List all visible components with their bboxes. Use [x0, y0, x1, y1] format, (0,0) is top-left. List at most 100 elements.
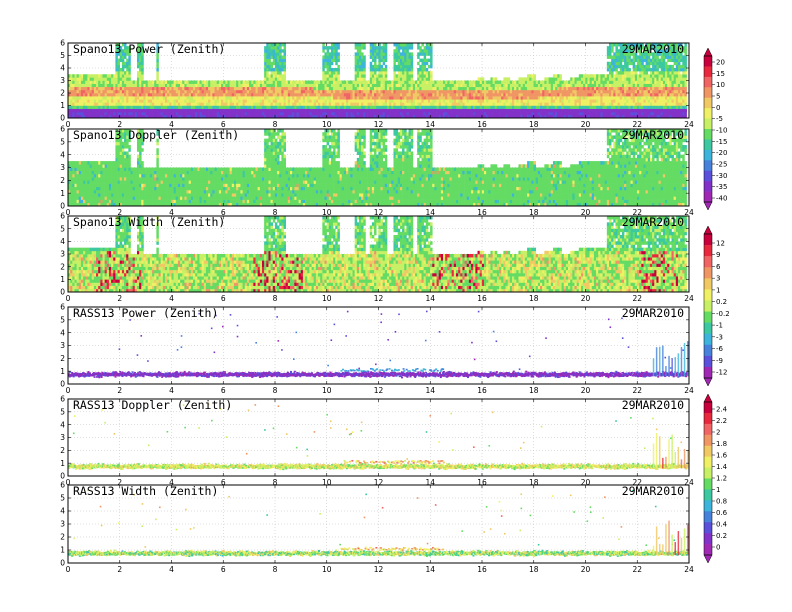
colorbar-min-arrow [704, 555, 712, 563]
data-cell [72, 102, 74, 105]
data-cell [417, 87, 419, 90]
data-cell [81, 87, 83, 90]
data-cell [251, 93, 253, 96]
data-cell [618, 93, 620, 96]
data-cell [296, 87, 298, 90]
data-cell [540, 93, 542, 96]
data-cell [439, 102, 441, 105]
data-cell [557, 99, 559, 102]
data-cell [215, 99, 217, 102]
data-cell [148, 90, 150, 93]
data-cell [637, 81, 639, 84]
data-cell [665, 99, 667, 102]
data-cell [611, 93, 613, 96]
data-cell [312, 90, 314, 93]
data-cell [180, 90, 182, 93]
data-cell [159, 84, 161, 87]
data-cell [357, 49, 359, 52]
data-cell [94, 184, 96, 188]
data-cell [417, 93, 419, 96]
data-cell [174, 99, 176, 102]
data-cell [568, 93, 570, 96]
data-cell [87, 90, 89, 93]
data-cell [434, 106, 436, 109]
data-cell [331, 87, 333, 90]
data-cell [98, 84, 100, 87]
data-cell [404, 81, 406, 84]
data-cell [652, 56, 654, 59]
data-cell [555, 106, 557, 109]
data-cell [411, 74, 413, 77]
data-cell [402, 93, 404, 96]
data-cell [400, 52, 402, 55]
data-cell [355, 74, 357, 77]
data-cell [404, 77, 406, 80]
data-cell [402, 43, 404, 46]
data-cell [378, 68, 380, 71]
data-cell [486, 84, 488, 87]
data-cell [581, 93, 583, 96]
data-cell [363, 59, 365, 62]
data-cell [583, 102, 585, 105]
data-cell [639, 106, 641, 109]
data-cell [551, 77, 553, 80]
data-cell [646, 77, 648, 80]
data-cell [641, 77, 643, 80]
data-cell [357, 43, 359, 46]
data-cell [613, 52, 615, 55]
data-cell [398, 81, 400, 84]
data-cell [327, 68, 329, 71]
data-cell [161, 96, 163, 99]
data-cell [518, 90, 520, 93]
data-cell [199, 106, 201, 109]
data-cell [613, 99, 615, 102]
data-cell [615, 52, 617, 55]
data-cell [77, 196, 79, 200]
data-cell [402, 71, 404, 74]
data-cell [646, 65, 648, 68]
data-cell [676, 62, 678, 65]
data-cell [486, 99, 488, 102]
data-cell [154, 87, 156, 90]
data-cell [663, 87, 665, 90]
data-cell [292, 96, 294, 99]
data-cell [202, 96, 204, 99]
data-cell [607, 106, 609, 109]
data-cell [374, 56, 376, 59]
panel-date: 29MAR2010 [622, 42, 684, 56]
data-cell [307, 102, 309, 105]
data-cell [559, 93, 561, 96]
data-cell [659, 99, 661, 102]
data-cell [585, 93, 587, 96]
data-cell [536, 93, 538, 96]
x-tick-label: 8 [273, 120, 278, 129]
data-cell [236, 93, 238, 96]
data-cell [284, 90, 286, 93]
data-cell [146, 90, 148, 93]
data-cell [544, 102, 546, 105]
data-cell [478, 84, 480, 87]
data-cell [284, 71, 286, 74]
data-cell [555, 81, 557, 84]
data-cell [609, 46, 611, 49]
data-cell [124, 74, 126, 77]
data-cell [676, 93, 678, 96]
data-cell [212, 90, 214, 93]
data-cell [353, 102, 355, 105]
data-cell [385, 56, 387, 59]
data-cell [90, 81, 92, 84]
data-cell [92, 87, 94, 90]
data-cell [118, 74, 120, 77]
data-cell [281, 90, 283, 93]
data-cell [363, 74, 365, 77]
data-cell [363, 93, 365, 96]
data-cell [262, 81, 264, 84]
data-cell [663, 106, 665, 109]
data-cell [199, 81, 201, 84]
data-cell [223, 93, 225, 96]
data-cell [443, 84, 445, 87]
data-cell [587, 93, 589, 96]
data-cell [544, 99, 546, 102]
data-cell [277, 106, 279, 109]
data-cell [118, 106, 120, 109]
